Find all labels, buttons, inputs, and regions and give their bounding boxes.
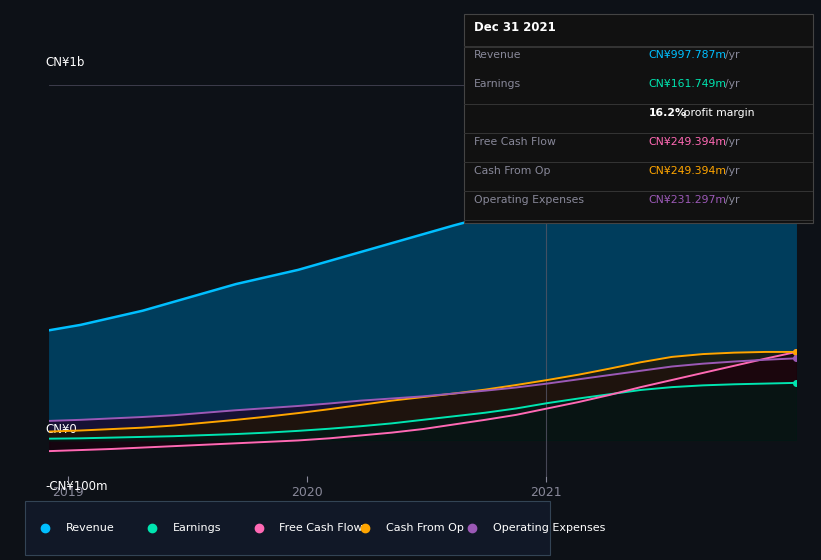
Text: -CN¥100m: -CN¥100m [45, 480, 108, 493]
Text: /yr: /yr [725, 137, 740, 147]
Text: Revenue: Revenue [474, 50, 521, 60]
Text: CN¥249.394m: CN¥249.394m [649, 137, 727, 147]
Text: Operating Expenses: Operating Expenses [474, 195, 584, 206]
Text: Earnings: Earnings [474, 79, 521, 89]
Text: Revenue: Revenue [66, 523, 114, 533]
Text: Dec 31 2021: Dec 31 2021 [474, 21, 556, 34]
Text: Free Cash Flow: Free Cash Flow [279, 523, 363, 533]
Text: Cash From Op: Cash From Op [474, 166, 550, 176]
Text: /yr: /yr [725, 50, 740, 60]
Text: CN¥1b: CN¥1b [45, 55, 85, 69]
Text: profit margin: profit margin [680, 108, 754, 118]
Text: Free Cash Flow: Free Cash Flow [474, 137, 556, 147]
Text: CN¥997.787m: CN¥997.787m [649, 50, 727, 60]
Text: /yr: /yr [725, 166, 740, 176]
Text: Operating Expenses: Operating Expenses [493, 523, 605, 533]
Text: CN¥161.749m: CN¥161.749m [649, 79, 727, 89]
Text: 16.2%: 16.2% [649, 108, 686, 118]
Text: Cash From Op: Cash From Op [386, 523, 464, 533]
Text: CN¥0: CN¥0 [45, 423, 77, 436]
Text: CN¥249.394m: CN¥249.394m [649, 166, 727, 176]
Text: /yr: /yr [725, 195, 740, 206]
Text: Earnings: Earnings [172, 523, 221, 533]
Text: /yr: /yr [725, 79, 740, 89]
Text: CN¥231.297m: CN¥231.297m [649, 195, 727, 206]
FancyBboxPatch shape [25, 501, 550, 555]
